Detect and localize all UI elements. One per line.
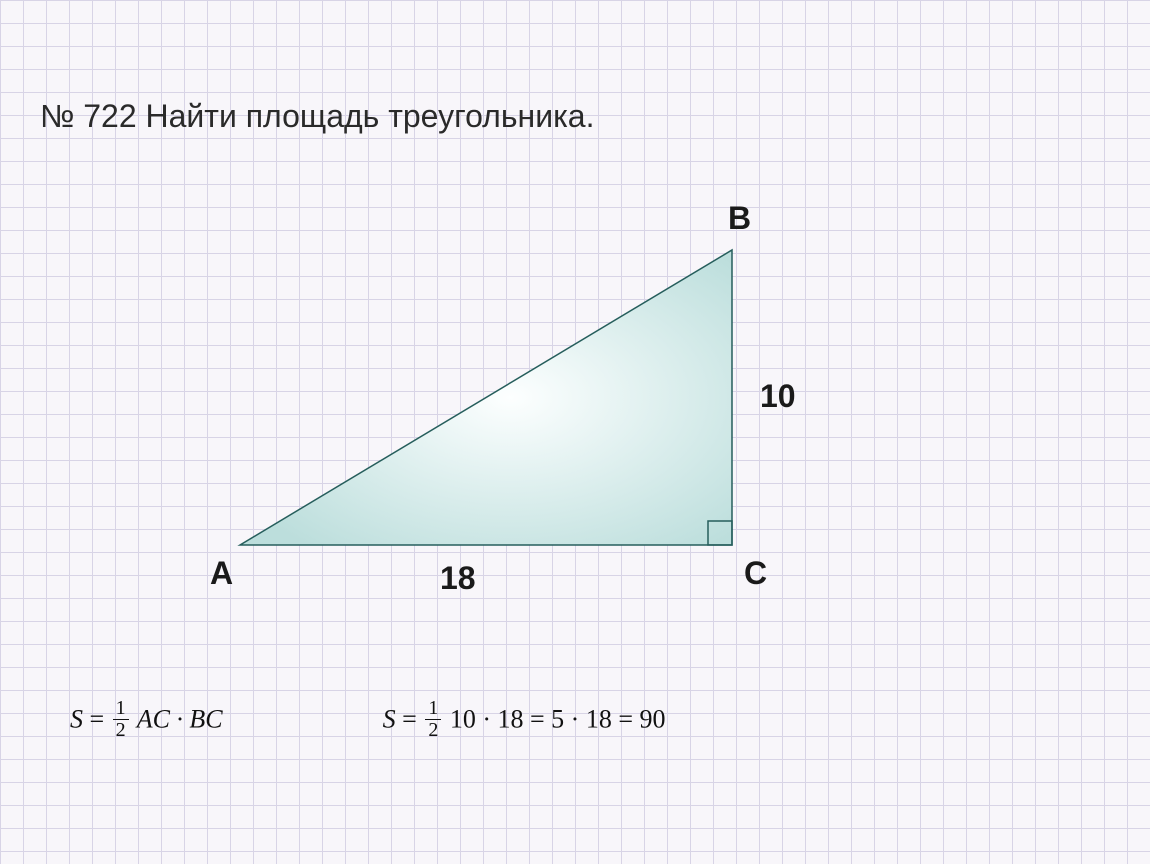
equals-sign: = bbox=[402, 704, 417, 733]
triangle-shape bbox=[240, 250, 732, 545]
formula-result: 90 bbox=[639, 704, 665, 733]
fraction-half: 1 2 bbox=[425, 698, 441, 741]
formula-general: S = 1 2 AC · BC bbox=[70, 700, 223, 743]
vertex-label-c: C bbox=[744, 555, 767, 592]
formula-step1: 10 · 18 bbox=[450, 704, 524, 733]
vertex-label-a: A bbox=[210, 555, 233, 592]
equals-sign: = bbox=[90, 704, 105, 733]
formula-step2: = 5 · 18 = bbox=[530, 704, 633, 733]
fraction-half: 1 2 bbox=[113, 698, 129, 741]
fraction-denominator: 2 bbox=[425, 720, 441, 741]
fraction-numerator: 1 bbox=[425, 698, 441, 720]
formula-var-s: S bbox=[70, 704, 83, 733]
side-label-bc: 10 bbox=[760, 378, 796, 415]
side-label-ac: 18 bbox=[440, 560, 476, 597]
formula-terms: AC · BC bbox=[137, 704, 223, 733]
fraction-numerator: 1 bbox=[113, 698, 129, 720]
fraction-denominator: 2 bbox=[113, 720, 129, 741]
formula-numeric: S = 1 2 10 · 18 = 5 · 18 = 90 bbox=[383, 700, 666, 743]
formula-row: S = 1 2 AC · BC S = 1 2 10 · 18 = 5 · 18… bbox=[70, 700, 665, 743]
page: № 722 Найти площадь треугольника. A B C … bbox=[0, 0, 1150, 864]
vertex-label-b: B bbox=[728, 200, 751, 237]
formula-var-s: S bbox=[383, 704, 396, 733]
